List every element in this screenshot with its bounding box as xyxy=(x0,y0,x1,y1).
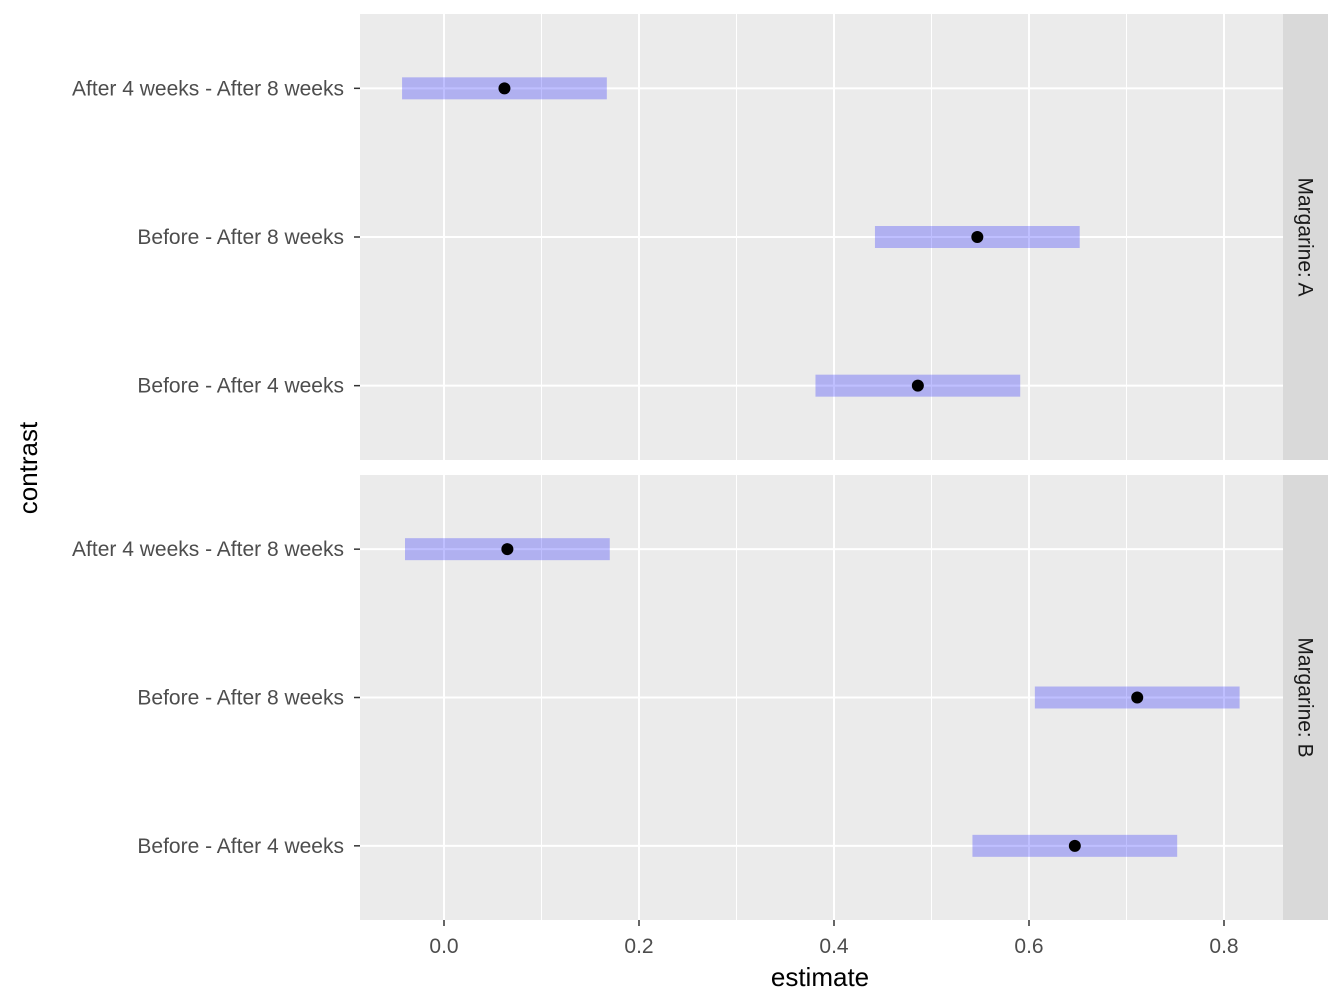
estimate-point xyxy=(498,82,511,95)
estimate-point xyxy=(1068,839,1081,852)
x-axis: 0.0 0.2 0.4 0.6 0.8 xyxy=(429,920,1239,958)
x-tick-label: 0.4 xyxy=(819,935,849,958)
x-axis-title: estimate xyxy=(771,962,869,992)
panel-1: After 4 weeks - After 8 weeks Before - Af… xyxy=(72,14,1328,460)
y-axis-title: contrast xyxy=(13,421,43,514)
estimate-point xyxy=(501,543,514,556)
y-tick-label: Before - After 4 weeks xyxy=(137,375,344,398)
facet-strip xyxy=(1283,14,1328,460)
estimate-point xyxy=(971,231,984,243)
y-tick-label: Before - After 8 weeks xyxy=(137,226,344,249)
x-tick-label: 0.8 xyxy=(1209,935,1238,958)
panels: After 4 weeks - After 8 weeks Before - Af… xyxy=(72,14,1328,920)
y-tick-label: Before - After 4 weeks xyxy=(137,835,344,858)
y-tick-label: After 4 weeks - After 8 weeks xyxy=(72,77,344,100)
x-tick-label: 0.2 xyxy=(624,935,653,958)
estimate-point xyxy=(1131,691,1144,704)
y-tick-label: Before - After 8 weeks xyxy=(137,687,344,710)
facet-strip-label: Margarine: A xyxy=(1294,177,1317,296)
estimate-point xyxy=(911,379,924,392)
facet-strip-label: Margarine: B xyxy=(1294,637,1317,757)
panel-2: After 4 weeks - After 8 weeks Before - Af… xyxy=(72,475,1328,920)
y-tick-label: After 4 weeks - After 8 weeks xyxy=(72,538,344,561)
facet-strip xyxy=(1283,475,1328,920)
x-tick-label: 0.0 xyxy=(429,935,458,958)
x-tick-label: 0.6 xyxy=(1014,935,1043,958)
